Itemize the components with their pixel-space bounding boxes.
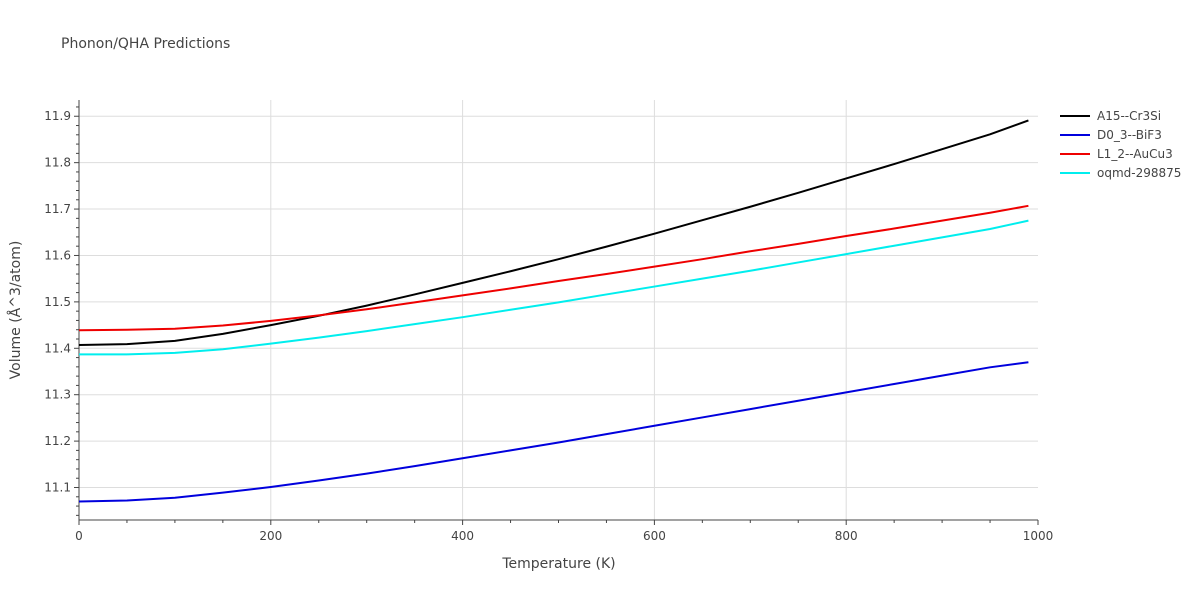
series-line-oqmd-298875	[79, 219, 1029, 356]
y-tick-label: 11.2	[44, 434, 71, 448]
y-axis-title: Volume (Å^3/atom)	[7, 241, 24, 380]
legend-item[interactable]: oqmd-298875	[1060, 163, 1181, 182]
chart-title: Phonon/QHA Predictions	[61, 36, 231, 52]
legend-label: oqmd-298875	[1097, 165, 1182, 180]
y-tick-label: 11.6	[44, 248, 71, 262]
x-tick-label: 1000	[1023, 529, 1054, 543]
legend-swatch	[1060, 152, 1090, 155]
legend-swatch	[1060, 114, 1090, 117]
series-line-a15-cr3si	[78, 119, 1029, 347]
x-tick-label: 0	[75, 529, 83, 543]
x-tick-label: 600	[643, 529, 666, 543]
x-tick-label: 800	[835, 529, 858, 543]
series-line-d0-3-bif3	[78, 361, 1029, 503]
y-tick-label: 11.8	[44, 156, 71, 170]
y-tick-label: 11.7	[44, 202, 71, 216]
series-group	[78, 119, 1029, 503]
y-tick-label: 11.9	[44, 109, 71, 123]
x-tick-label: 200	[259, 529, 282, 543]
x-tick-label: 400	[451, 529, 474, 543]
y-tick-label: 11.5	[44, 295, 71, 309]
axes: 0 200 400 600 800 1000 11.1 11.2 11.3 11.4 11.5 11.…	[44, 100, 1053, 543]
legend-item[interactable]: D0_3--BiF3	[1060, 125, 1181, 144]
legend-label: D0_3--BiF3	[1097, 127, 1162, 142]
series-line-l1-2-aucu3	[78, 204, 1029, 332]
legend-swatch	[1060, 133, 1090, 136]
legend-item[interactable]: L1_2--AuCu3	[1060, 144, 1181, 163]
y-tick-label: 11.4	[44, 341, 71, 355]
x-axis-title: Temperature (K)	[501, 556, 615, 572]
legend-item[interactable]: A15--Cr3Si	[1060, 106, 1181, 125]
legend[interactable]: A15--Cr3Si D0_3--BiF3 L1_2--AuCu3 oqmd-2…	[1060, 106, 1181, 182]
legend-label: L1_2--AuCu3	[1097, 146, 1173, 161]
legend-label: A15--Cr3Si	[1097, 108, 1162, 123]
y-tick-label: 11.3	[44, 388, 71, 402]
legend-swatch	[1060, 171, 1090, 174]
y-tick-label: 11.1	[44, 481, 71, 495]
